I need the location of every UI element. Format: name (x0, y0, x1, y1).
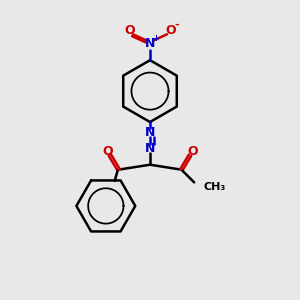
Text: CH₃: CH₃ (203, 182, 225, 192)
Text: -: - (175, 20, 179, 30)
Text: +: + (152, 34, 159, 43)
Text: O: O (165, 24, 176, 37)
Text: N: N (145, 38, 155, 50)
Text: O: O (102, 145, 112, 158)
Text: O: O (124, 24, 135, 37)
Text: O: O (188, 145, 198, 158)
Text: N: N (145, 142, 155, 155)
Text: N: N (145, 126, 155, 139)
